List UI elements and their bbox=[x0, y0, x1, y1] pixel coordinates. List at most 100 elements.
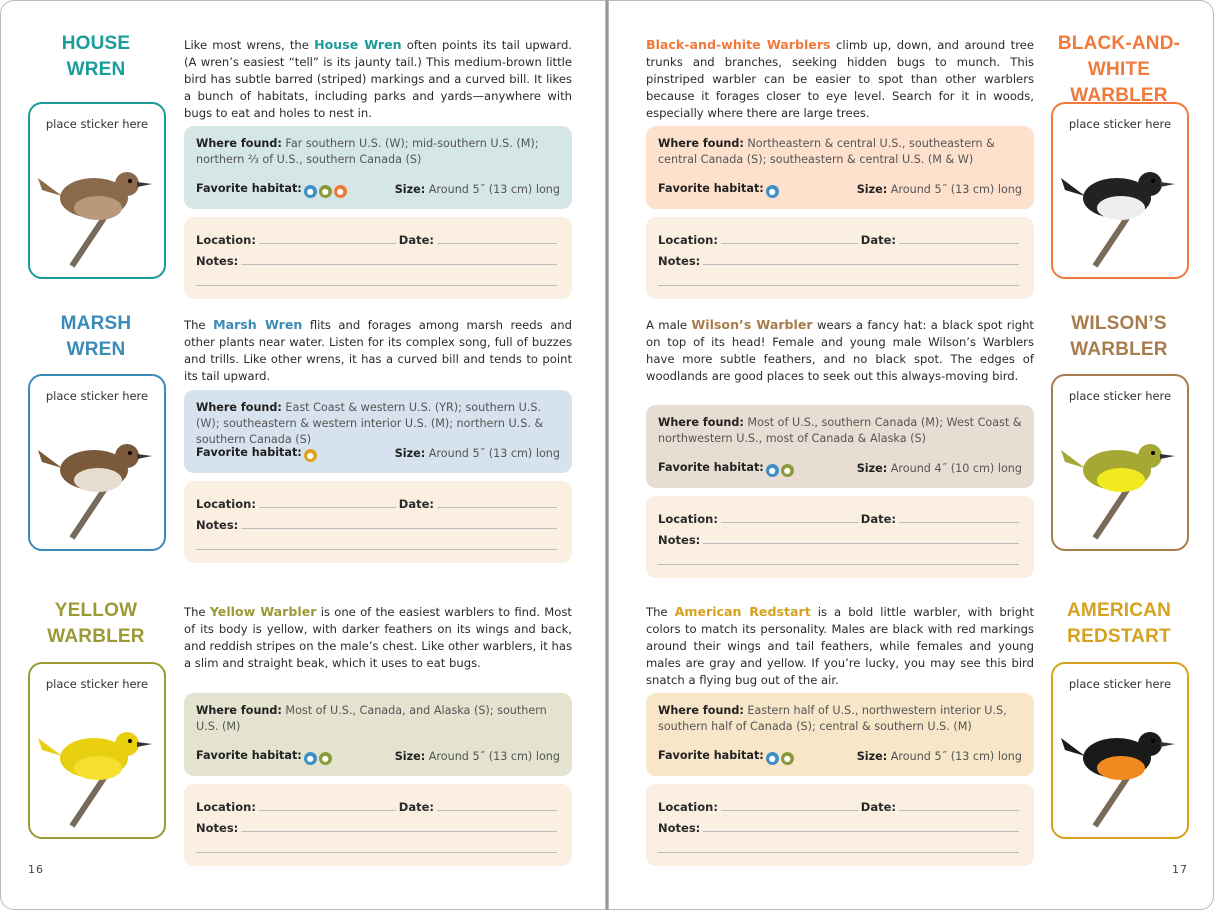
sticker-card[interactable]: place sticker here bbox=[1051, 374, 1189, 551]
date-line[interactable] bbox=[899, 522, 1019, 523]
bird-description: A male Wilson’s Warbler wears a fancy ha… bbox=[646, 316, 1034, 385]
forest-icon: ● bbox=[303, 185, 317, 198]
sticker-card[interactable]: place sticker here bbox=[1051, 102, 1189, 279]
bird-belly bbox=[74, 196, 122, 220]
info-box: Where found: Most of U.S., southern Cana… bbox=[646, 405, 1034, 488]
bird-beak bbox=[1160, 742, 1175, 747]
favorite-habitat: Favorite habitat: ● ● bbox=[196, 748, 332, 765]
intro-text: is one of the easiest warblers to find. … bbox=[184, 605, 572, 670]
bird-belly bbox=[1097, 196, 1145, 220]
notes-line[interactable] bbox=[196, 852, 557, 853]
bird-text: The Marsh Wren flits and forages among m… bbox=[184, 316, 572, 586]
shrubland-icon: ● bbox=[780, 464, 794, 477]
size-value: Around 5˝ (13 cm) long bbox=[425, 749, 560, 763]
bird-entry: WILSON’S WARBLER place sticker here A ma… bbox=[609, 311, 1209, 593]
notes-line[interactable] bbox=[241, 264, 557, 265]
date-line[interactable] bbox=[899, 810, 1019, 811]
bird-name: Marsh Wren bbox=[213, 317, 303, 332]
date-line[interactable] bbox=[437, 507, 557, 508]
right-page: BLACK-AND-WHITE WARBLER place sticker he… bbox=[608, 0, 1214, 910]
bird-description: Like most wrens, the House Wren often po… bbox=[184, 36, 572, 122]
habitat-label: Favorite habitat: bbox=[196, 749, 302, 762]
bird-description: Black-and-white Warblers climb up, down,… bbox=[646, 36, 1034, 122]
favorite-habitat: Favorite habitat: ● ● bbox=[658, 460, 794, 477]
log-box: Location: Date: Notes: bbox=[184, 481, 572, 563]
date-line[interactable] bbox=[437, 810, 557, 811]
date-line[interactable] bbox=[437, 243, 557, 244]
notes-label: Notes: bbox=[658, 254, 701, 268]
bird-description: The Yellow Warbler is one of the easiest… bbox=[184, 603, 572, 672]
bird-title-line: WREN bbox=[66, 59, 126, 80]
size-label: Size: bbox=[856, 749, 888, 763]
notes-line[interactable] bbox=[658, 852, 1019, 853]
notes-line[interactable] bbox=[241, 831, 557, 832]
notes-line[interactable] bbox=[658, 564, 1019, 565]
bird-name: House Wren bbox=[314, 37, 402, 52]
forest-icon: ● bbox=[765, 185, 779, 198]
bird-eye bbox=[128, 739, 132, 743]
info-box: Where found: Far southern U.S. (W); mid-… bbox=[184, 126, 572, 209]
shrubland-icon: ● bbox=[318, 185, 332, 198]
bird-name: American Redstart bbox=[674, 604, 811, 619]
bird-name: Wilson’s Warbler bbox=[691, 317, 813, 332]
sticker-card[interactable]: place sticker here bbox=[28, 662, 166, 839]
bird-belly bbox=[1097, 756, 1145, 780]
where-found-label: Where found: bbox=[196, 401, 282, 414]
bird-head bbox=[1138, 732, 1162, 756]
favorite-habitat: Favorite habitat: ● bbox=[658, 181, 779, 198]
intro-text: The bbox=[646, 605, 675, 619]
bird-tail bbox=[38, 450, 62, 468]
size-label: Size: bbox=[394, 182, 426, 196]
notes-line[interactable] bbox=[196, 285, 557, 286]
info-box: Where found: East Coast & western U.S. (… bbox=[184, 390, 572, 473]
page-number: 16 bbox=[28, 863, 44, 876]
where-found-label: Where found: bbox=[196, 704, 282, 717]
left-page: HOUSE WREN place sticker here Like most … bbox=[0, 0, 606, 910]
location-line[interactable] bbox=[258, 243, 396, 244]
sticker-card[interactable]: place sticker here bbox=[28, 374, 166, 551]
notes-line[interactable] bbox=[703, 264, 1019, 265]
date-line[interactable] bbox=[899, 243, 1019, 244]
bird-tail bbox=[38, 738, 62, 756]
bird-photo bbox=[1061, 172, 1175, 268]
bird-title-line: WARBLER bbox=[1070, 339, 1168, 360]
notes-line[interactable] bbox=[703, 543, 1019, 544]
bird-title-line: REDSTART bbox=[1067, 626, 1171, 647]
location-line[interactable] bbox=[258, 810, 396, 811]
bird-eye bbox=[1151, 179, 1155, 183]
location-line[interactable] bbox=[720, 810, 858, 811]
log-box: Location: Date: Notes: bbox=[646, 217, 1034, 299]
location-line[interactable] bbox=[720, 522, 858, 523]
intro-text: The bbox=[184, 605, 210, 619]
bird-photo bbox=[38, 732, 152, 828]
bird-beak bbox=[137, 182, 152, 187]
size-value: Around 5˝ (13 cm) long bbox=[425, 446, 560, 460]
bird-tail bbox=[1061, 450, 1085, 468]
notes-label: Notes: bbox=[196, 821, 239, 835]
location-label: Location: bbox=[658, 233, 718, 247]
forest-icon: ● bbox=[765, 464, 779, 477]
bird-beak bbox=[137, 742, 152, 747]
where-found-value: Eastern half of U.S., northwestern inter… bbox=[658, 704, 1007, 733]
bird-eye bbox=[128, 451, 132, 455]
notes-line[interactable] bbox=[703, 831, 1019, 832]
where-found-value: Far southern U.S. (W); mid-southern U.S.… bbox=[196, 137, 539, 166]
sticker-placeholder: place sticker here bbox=[45, 389, 149, 403]
notes-line[interactable] bbox=[658, 285, 1019, 286]
habitat-label: Favorite habitat: bbox=[196, 182, 302, 195]
size-label: Size: bbox=[856, 182, 888, 196]
forest-icon: ● bbox=[303, 752, 317, 765]
notes-line[interactable] bbox=[241, 528, 557, 529]
intro-text: is a bold little warbler, with bright co… bbox=[646, 605, 1034, 687]
bird-text: The American Redstart is a bold little w… bbox=[646, 603, 1034, 873]
page-number: 17 bbox=[1172, 863, 1188, 876]
info-box: Where found: Eastern half of U.S., north… bbox=[646, 693, 1034, 776]
bird-title: YELLOW WARBLER bbox=[26, 598, 166, 650]
bird-text: A male Wilson’s Warbler wears a fancy ha… bbox=[646, 316, 1034, 586]
sticker-card[interactable]: place sticker here bbox=[28, 102, 166, 279]
location-label: Location: bbox=[196, 233, 256, 247]
location-line[interactable] bbox=[258, 507, 396, 508]
notes-line[interactable] bbox=[196, 549, 557, 550]
sticker-card[interactable]: place sticker here bbox=[1051, 662, 1189, 839]
location-line[interactable] bbox=[720, 243, 858, 244]
